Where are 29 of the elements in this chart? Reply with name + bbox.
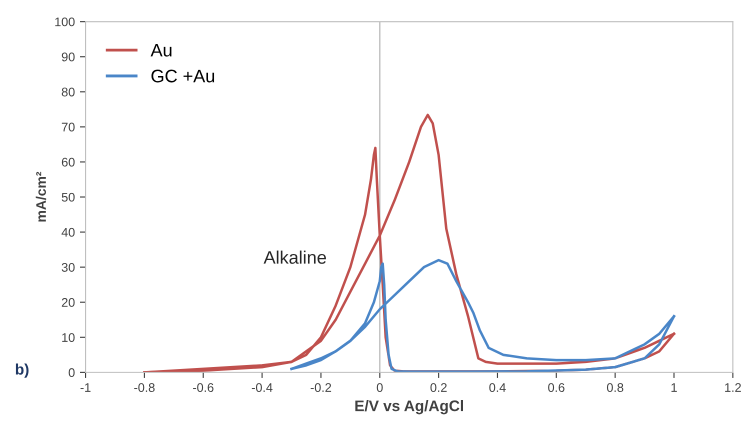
x-tick-label: -1 — [80, 383, 91, 392]
x-tick-label: -0.2 — [310, 383, 332, 392]
x-tick-label: 0 — [376, 383, 383, 392]
x-tick-label: 1 — [671, 383, 677, 392]
x-tick-label: 0.6 — [548, 383, 564, 392]
legend-label: GC +Au — [151, 70, 214, 82]
x-tick-label: 1.2 — [725, 383, 741, 392]
x-tick-label: -0.4 — [252, 383, 272, 392]
x-tick-label: -0.6 — [193, 383, 214, 392]
y-tick-label: 0 — [68, 368, 75, 378]
y-tick-label: 40 — [62, 228, 75, 237]
y-tick-label: 80 — [62, 88, 75, 96]
x-tick-label: -0.8 — [134, 383, 155, 392]
y-tick-label: 60 — [62, 158, 75, 167]
y-tick-label: 50 — [62, 192, 75, 202]
y-axis-title: mA/cm² — [36, 172, 46, 222]
legend-label: Au — [150, 44, 172, 57]
y-tick-label: 20 — [62, 298, 75, 307]
y-tick-label: 70 — [62, 122, 75, 132]
x-axis-title: E/V vs Ag/AgCl — [355, 400, 464, 414]
text: b) — [16, 363, 29, 378]
annotation: Alkaline — [264, 250, 326, 264]
x-tick-label: 0.2 — [430, 383, 447, 392]
x-tick-label: 0.8 — [606, 383, 624, 392]
y-tick-label: 10 — [62, 333, 75, 342]
y-tick-label: 100 — [55, 17, 75, 26]
y-tick-label: 30 — [62, 262, 75, 272]
x-tick-label: 0.4 — [489, 383, 506, 392]
y-tick-label: 90 — [62, 52, 75, 62]
